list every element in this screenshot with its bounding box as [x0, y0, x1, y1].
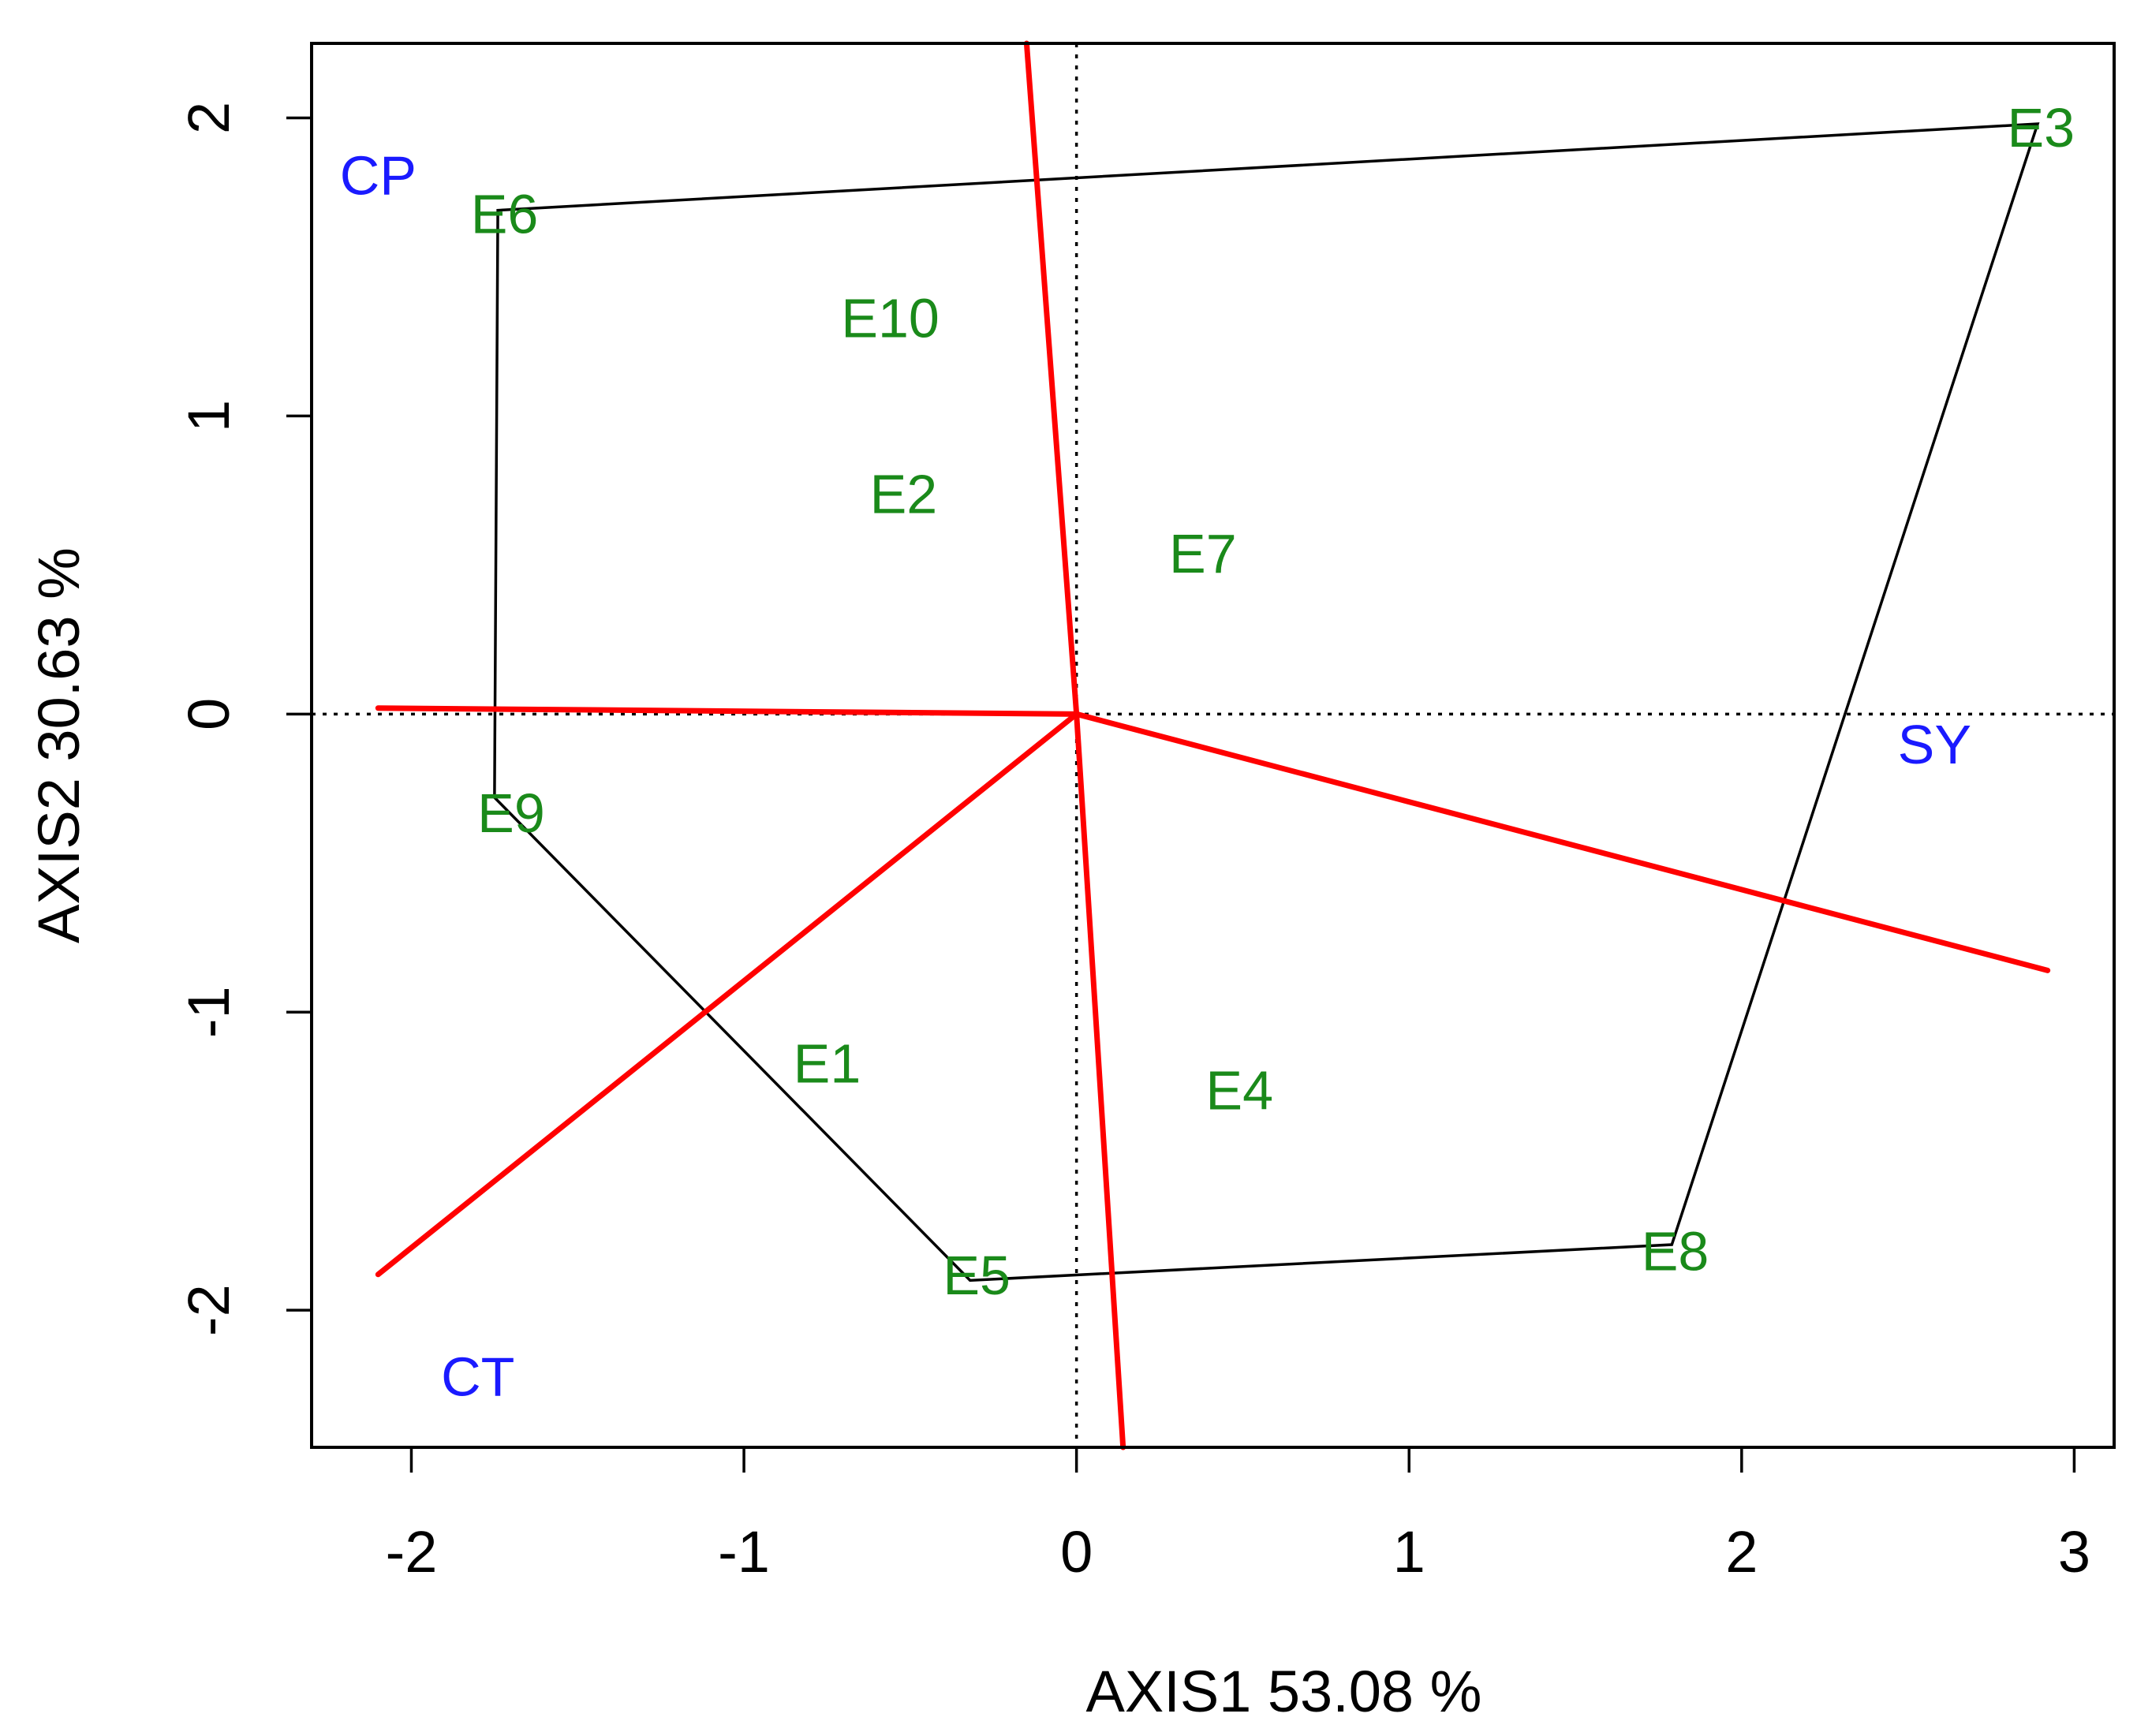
y-axis-title: AXIS2 30.63 % [26, 547, 92, 943]
environment-label: E2 [870, 464, 938, 525]
sector-ray [375, 711, 1080, 1278]
y-tick-label: 0 [176, 698, 241, 730]
x-tick-label: 2 [1725, 1519, 1758, 1585]
y-axis: -2 -1 0 1 2 [176, 102, 313, 1336]
environment-label: E4 [1205, 1059, 1273, 1121]
sector-ray-layer [375, 40, 2051, 1450]
environment-label: E8 [1642, 1221, 1709, 1282]
environment-label: E7 [1169, 523, 1237, 584]
x-axis: -2 -1 0 1 2 3 [386, 1446, 2090, 1585]
genotype-label: CT [441, 1346, 514, 1407]
x-tick-label: 0 [1060, 1519, 1093, 1585]
genotype-label: CP [340, 144, 417, 206]
plot-frame [310, 42, 2116, 1449]
sector-ray [1074, 711, 1126, 1450]
convex-hull-polygon [493, 122, 2040, 1282]
environment-label: E3 [2007, 97, 2075, 159]
y-tick-label: -1 [176, 986, 241, 1038]
reference-lines [312, 43, 2114, 1447]
polygon-layer [493, 122, 2040, 1282]
x-tick-label: -2 [386, 1519, 438, 1585]
x-tick-label: 3 [2058, 1519, 2090, 1585]
sector-ray [375, 705, 1080, 717]
environment-label: E1 [794, 1032, 861, 1094]
y-tick-label: 2 [176, 102, 241, 134]
x-axis-title: AXIS1 53.08 % [1086, 1659, 1482, 1724]
point-label-layer: E1 E2 E3 E4 E5 E6 E7 E8 E9 E10 CP SY CT [340, 97, 2075, 1407]
sector-ray [1074, 711, 2051, 973]
sector-ray [1023, 40, 1080, 717]
x-tick-label: -1 [718, 1519, 770, 1585]
y-tick-label: -2 [176, 1284, 241, 1336]
x-tick-label: 1 [1393, 1519, 1425, 1585]
genotype-label: SY [1898, 714, 1971, 775]
environment-label: E9 [477, 782, 545, 844]
environment-label: E10 [841, 288, 940, 349]
y-tick-label: 1 [176, 400, 241, 432]
environment-label: E6 [471, 183, 539, 245]
environment-label: E5 [943, 1245, 1011, 1306]
